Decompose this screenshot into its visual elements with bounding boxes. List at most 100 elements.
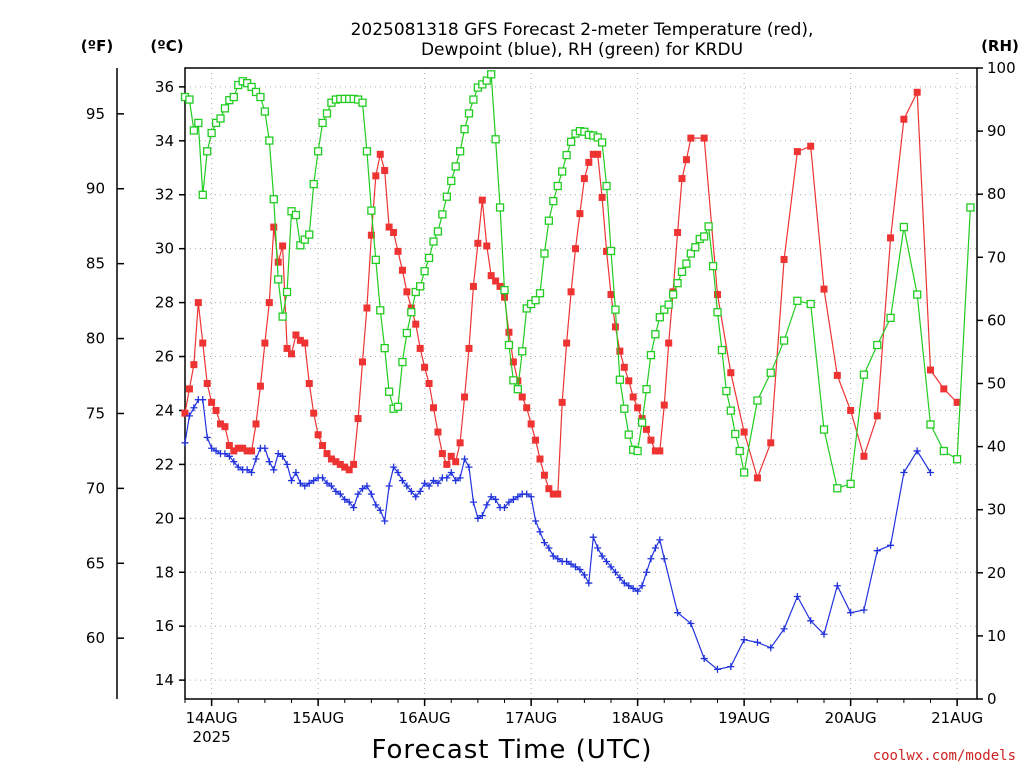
rh-tick-label: 30 [987,501,1006,519]
dewpoint-point [487,493,495,501]
2-meter-temperature-point [611,323,619,331]
dewpoint-point [873,547,881,555]
dewpoint-point [452,477,460,485]
dewpoint-point [230,458,238,466]
rh-point [282,287,292,297]
dewpoint-point [563,557,571,565]
2-meter-temperature-point [452,458,460,466]
rh-point [189,126,199,135]
2-meter-temperature-point [651,447,659,455]
rh-point [313,147,323,156]
dewpoint-point [430,477,437,485]
2-meter-temperature-point [332,458,340,466]
celsius-tick-label: 32 [155,186,174,204]
dewpoint-point [212,447,220,455]
2-meter-temperature-point [700,134,708,142]
rh-point [220,104,230,113]
dewpoint-point [598,552,606,560]
rh-point [793,296,802,305]
rh-point [593,133,602,142]
x-axis-label: Forecast Time (UTC) [371,735,652,765]
2-meter-temperature-point [580,175,588,183]
2-meter-temperature-point [900,115,908,123]
2-meter-temperature-point [483,242,491,250]
2-meter-temperature-point [567,288,575,296]
rh-point [717,345,727,355]
2-meter-temperature-point [407,304,415,312]
rh-point [464,109,474,118]
dewpoint-point [643,568,650,576]
dewpoint-point [580,571,588,579]
rh-point [407,308,416,317]
celsius-tick-label: 16 [155,617,174,635]
dewpoint-point [505,498,513,506]
rh-point [442,192,451,201]
rh-point [482,76,491,85]
rh-point [256,92,265,102]
2-meter-temperature-point [363,304,371,312]
2-meter-temperature-point [310,409,318,417]
2-meter-temperature-point [416,344,424,352]
2-meter-temperature-point [367,231,375,239]
rh-tick-label: 80 [987,185,1006,203]
dewpoint-point [616,574,624,582]
credit-text: coolwx.com/models [873,748,1016,764]
2-meter-temperature-point [199,339,207,347]
dewpoint-point [554,555,562,563]
dewpoint-point [651,544,659,552]
2-meter-temperature-point [421,363,429,371]
2-meter-temperature-point [589,150,597,158]
rh-point [487,70,496,79]
dewpoint-point [301,482,309,490]
dewpoint-point [390,463,398,471]
rh-point [495,203,505,212]
rh-point [269,195,278,204]
2-meter-temperature-point [301,339,309,347]
rh-point [393,402,403,411]
dewpoint-point [310,477,318,485]
dewpoint-point [833,582,841,590]
rh-point [309,179,318,189]
dewpoint-point [323,479,331,487]
rh-point [642,385,651,394]
dewpoint-point [465,463,473,471]
rh-point [296,241,305,250]
dewpoint-point [620,579,628,587]
rh-point [211,118,221,128]
rh-tick-label: 20 [987,564,1006,582]
celsius-tick-label: 24 [155,401,174,419]
rh-tick-label: 60 [987,311,1006,329]
dewpoint-point [376,506,384,514]
dewpoint-point [567,560,575,568]
celsius-unit-label: (ºC) [150,37,183,55]
rh-point [274,275,283,284]
2-meter-temperature-point [323,450,331,458]
rh-point [518,347,527,356]
dewpoint-point [847,609,855,617]
2-meter-temperature-point [394,247,402,255]
2-meter-temperature-point [243,447,251,455]
rh-point [460,125,469,134]
rh-point [558,167,567,176]
2-meter-temperature-point [678,175,686,183]
chart-title-line2: Dewpoint (blue), RH (green) for KRDU [421,40,743,60]
2-meter-temperature-point [221,423,229,431]
dewpoint-point [292,468,300,476]
dewpoint-point [447,468,455,476]
dewpoint-point [208,444,216,452]
dewpoint-point [359,485,366,493]
rh-point [691,243,700,252]
2-meter-temperature-point [288,350,295,358]
rh-point [185,95,194,104]
dewpoint-point [225,452,233,460]
dewpoint-point [780,625,788,633]
rh-point [637,418,647,427]
2-meter-temperature-point [292,331,300,339]
x-tick-label: 16AUG [399,709,451,727]
x-tick-label: 17AUG [505,709,557,727]
2-meter-temperature-point [554,490,562,498]
2-meter-temperature-point [345,466,353,474]
dewpoint-point [807,617,815,625]
rh-point [806,299,815,309]
2-meter-temperature-point [682,156,690,164]
